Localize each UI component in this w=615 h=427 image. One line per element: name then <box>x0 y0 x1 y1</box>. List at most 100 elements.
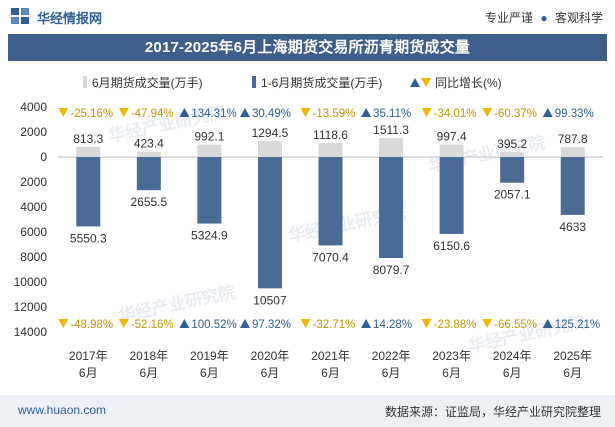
legend-label-cumulative: 1-6月期货成交量(万手) <box>261 75 382 90</box>
growth-up-triangle <box>361 108 372 117</box>
x-tick-label-year: 2020年 <box>251 349 290 363</box>
bar-cumulative <box>257 157 282 289</box>
growth-label-monthly: -60.37% <box>494 108 537 120</box>
growth-up-triangle <box>179 108 190 117</box>
bar-monthly <box>560 147 585 157</box>
bar-cumulative <box>439 157 464 234</box>
x-tick-label-year: 2018年 <box>129 349 168 363</box>
growth-label-cumulative: -48.98% <box>70 319 113 331</box>
growth-down-triangle <box>421 108 432 117</box>
y-tick-label: 2000 <box>20 175 47 189</box>
legend-label-growth: 同比增长(%) <box>435 76 502 90</box>
legend-down-triangle <box>421 78 431 87</box>
x-tick-label-month: 6月 <box>139 366 158 380</box>
y-tick-label: 4000 <box>20 200 47 214</box>
bar-monthly <box>379 138 404 157</box>
footer-source: 数据来源：证监局，华经产业研究院整理 <box>384 405 601 419</box>
data-label-cumulative: 2057.1 <box>494 188 531 202</box>
data-label-monthly: 395.2 <box>497 137 527 151</box>
growth-label-cumulative: -32.71% <box>313 319 356 331</box>
x-tick-label-month: 6月 <box>382 366 401 380</box>
growth-down-triangle <box>118 319 129 328</box>
bar-cumulative <box>379 157 404 258</box>
chart-title-bar: 2017-2025年6月上海期货交易所沥青期货成交量 <box>8 34 607 61</box>
x-tick-label-year: 2023年 <box>432 349 471 363</box>
bar-cumulative <box>136 157 161 191</box>
x-tick-label-year: 2022年 <box>372 349 411 363</box>
y-tick-label: 10000 <box>14 275 48 289</box>
bar-monthly <box>500 152 525 157</box>
growth-up-triangle <box>542 319 553 328</box>
bar-monthly <box>439 144 464 157</box>
x-tick-label-month: 6月 <box>261 366 280 380</box>
growth-down-triangle <box>482 108 493 117</box>
growth-up-triangle <box>542 108 553 117</box>
chart-title: 2017-2025年6月上海期货交易所沥青期货成交量 <box>144 39 471 56</box>
y-tick-label: 4000 <box>20 100 47 114</box>
growth-label-cumulative: 100.52% <box>191 319 236 331</box>
growth-down-triangle <box>118 108 129 117</box>
data-label-cumulative: 6150.6 <box>433 239 470 253</box>
x-tick-label-year: 2024年 <box>493 349 532 363</box>
bar-cumulative <box>197 157 222 224</box>
legend-label-monthly: 6月期货成交量(万手) <box>92 75 203 90</box>
x-tick-label-year: 2025年 <box>553 349 592 363</box>
growth-label-cumulative: -66.55% <box>494 319 537 331</box>
growth-label-monthly: 30.49% <box>252 108 291 120</box>
growth-label-monthly: 99.33% <box>555 108 594 120</box>
x-tick-label-month: 6月 <box>79 366 98 380</box>
x-tick-label-year: 2021年 <box>311 349 350 363</box>
growth-label-monthly: -34.01% <box>434 108 477 120</box>
growth-down-triangle <box>58 319 69 328</box>
growth-down-triangle <box>300 319 311 328</box>
data-label-monthly: 1118.6 <box>313 128 348 142</box>
data-label-monthly: 813.3 <box>73 132 103 146</box>
data-label-cumulative: 5550.3 <box>70 231 107 245</box>
y-tick-label: 6000 <box>20 225 47 239</box>
data-label-monthly: 1511.3 <box>373 123 409 137</box>
bar-chart: 华经产业研究院华经产业研究院华经产业研究院华经产业研究院华经产业研究院6月期货成… <box>14 75 603 380</box>
growth-label-cumulative: -23.88% <box>434 319 477 331</box>
tagline-right: 客观科学 <box>554 11 603 25</box>
y-tick-label: 2000 <box>20 125 47 139</box>
footer: www.huaon.com 数据来源：证监局，华经产业研究院整理 <box>0 395 615 427</box>
growth-up-triangle <box>361 319 372 328</box>
bar-cumulative <box>560 157 585 215</box>
growth-label-cumulative: 14.28% <box>373 319 412 331</box>
bar-cumulative <box>318 157 343 246</box>
bar-monthly <box>136 151 161 157</box>
growth-up-triangle <box>179 319 190 328</box>
growth-up-triangle <box>239 319 250 328</box>
data-label-monthly: 787.8 <box>558 132 588 146</box>
growth-down-triangle <box>300 108 311 117</box>
data-label-cumulative: 8079.7 <box>373 263 410 277</box>
growth-label-monthly: -25.16% <box>70 108 113 120</box>
tagline-separator: ● <box>540 11 548 25</box>
footer-url[interactable]: www.huaon.com <box>18 403 107 417</box>
bar-monthly <box>318 143 343 157</box>
growth-up-triangle <box>239 108 250 117</box>
data-label-monthly: 992.1 <box>194 130 224 144</box>
legend-swatch-monthly <box>83 76 87 88</box>
data-label-cumulative: 4633 <box>559 220 586 234</box>
y-tick-label: 8000 <box>20 250 47 264</box>
huajing-logo-icon <box>11 8 29 24</box>
bar-monthly <box>257 140 282 157</box>
bar-monthly <box>76 146 101 157</box>
growth-label-monthly: -13.59% <box>313 108 356 120</box>
x-tick-label-month: 6月 <box>321 366 340 380</box>
x-tick-label-month: 6月 <box>503 366 522 380</box>
growth-label-monthly: -47.94% <box>131 108 174 120</box>
data-label-cumulative: 7070.4 <box>312 250 349 264</box>
x-tick-label-year: 2019年 <box>190 349 229 363</box>
growth-down-triangle <box>58 108 69 117</box>
bar-monthly <box>197 144 222 157</box>
growth-down-triangle <box>482 319 493 328</box>
growth-label-cumulative: 125.21% <box>555 319 600 331</box>
growth-label-cumulative: 97.32% <box>252 319 291 331</box>
x-tick-label-year: 2017年 <box>69 349 108 363</box>
data-label-monthly: 423.4 <box>134 137 164 151</box>
data-label-cumulative: 10507 <box>253 293 287 307</box>
site-name: 华经情报网 <box>37 11 103 26</box>
growth-label-monthly: 134.31% <box>191 108 236 120</box>
